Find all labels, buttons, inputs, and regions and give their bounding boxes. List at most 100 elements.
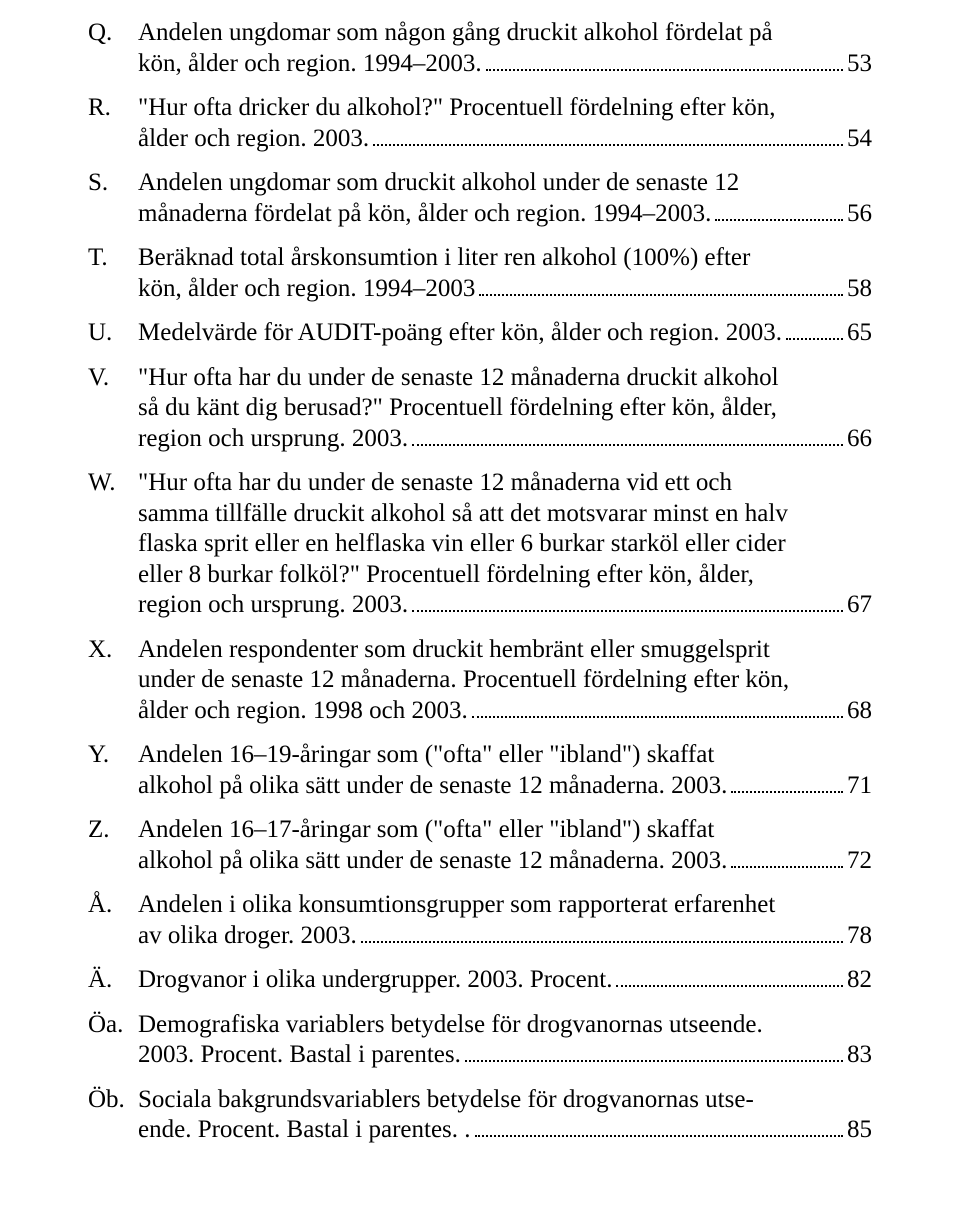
toc-entry-tail-text: region och ursprung. 2003. bbox=[138, 424, 408, 455]
toc-entry-page-number: 82 bbox=[847, 965, 872, 996]
toc-entry-last-line: kön, ålder och region. 1994–2003 58 bbox=[138, 274, 872, 305]
toc-dot-leader bbox=[412, 425, 843, 446]
toc-entry-page-number: 78 bbox=[847, 921, 872, 952]
toc-entry-tail-text: månaderna fördelat på kön, ålder och reg… bbox=[138, 199, 711, 230]
toc-entry-body: Beräknad total årskonsumtion i liter ren… bbox=[138, 243, 872, 304]
toc-entry-tail-text: Medelvärde för AUDIT-poäng efter kön, ål… bbox=[138, 318, 782, 349]
toc-entry: V."Hur ofta har du under de senaste 12 m… bbox=[88, 363, 872, 455]
toc-entry-page-number: 56 bbox=[847, 199, 872, 230]
toc-entry: T.Beräknad total årskonsumtion i liter r… bbox=[88, 243, 872, 304]
toc-entry-page-number: 65 bbox=[847, 318, 872, 349]
toc-entry-page-number: 72 bbox=[847, 846, 872, 877]
toc-entry-text-line: "Hur ofta har du under de senaste 12 mån… bbox=[138, 363, 872, 394]
toc-entry-label: Öa. bbox=[88, 1010, 138, 1041]
toc-entry-tail-text: kön, ålder och region. 1994–2003. bbox=[138, 49, 482, 80]
toc-entry-tail-text: ålder och region. 2003. bbox=[138, 124, 369, 155]
toc-entry-text-line: Demografiska variablers betydelse för dr… bbox=[138, 1010, 872, 1041]
toc-entry: Ä.Drogvanor i olika undergrupper. 2003. … bbox=[88, 965, 872, 996]
toc-entry-text-line: Sociala bakgrundsvariablers betydelse fö… bbox=[138, 1085, 872, 1116]
toc-entry-text-line: Andelen 16–17-åringar som ("ofta" eller … bbox=[138, 815, 872, 846]
toc-entry-label: S. bbox=[88, 168, 138, 199]
toc-entry-label: R. bbox=[88, 93, 138, 124]
toc-entry-last-line: alkohol på olika sätt under de senaste 1… bbox=[138, 846, 872, 877]
toc-entry: Öa.Demografiska variablers betydelse för… bbox=[88, 1010, 872, 1071]
toc-entry-text-line: "Hur ofta dricker du alkohol?" Procentue… bbox=[138, 93, 872, 124]
toc-entry-last-line: region och ursprung. 2003.67 bbox=[138, 590, 872, 621]
toc-entry-text-line: Andelen i olika konsumtionsgrupper som r… bbox=[138, 890, 872, 921]
toc-dot-leader bbox=[486, 50, 843, 71]
toc-entry: Q.Andelen ungdomar som någon gång drucki… bbox=[88, 18, 872, 79]
toc-entry: Y.Andelen 16–19-åringar som ("ofta" elle… bbox=[88, 740, 872, 801]
toc-entry-page-number: 71 bbox=[847, 771, 872, 802]
toc-entry-page-number: 83 bbox=[847, 1040, 872, 1071]
toc-entry-text-line: Andelen ungdomar som druckit alkohol und… bbox=[138, 168, 872, 199]
toc-entry-last-line: alkohol på olika sätt under de senaste 1… bbox=[138, 771, 872, 802]
toc-entry-last-line: Drogvanor i olika undergrupper. 2003. Pr… bbox=[138, 965, 872, 996]
toc-entry-text-line: eller 8 burkar folköl?" Procentuell förd… bbox=[138, 560, 872, 591]
toc-entry-last-line: ålder och region. 2003. 54 bbox=[138, 124, 872, 155]
toc-dot-leader bbox=[361, 922, 843, 943]
toc-entry-tail-text: av olika droger. 2003. bbox=[138, 921, 357, 952]
toc-entry-label: V. bbox=[88, 363, 138, 394]
toc-entry-label: Z. bbox=[88, 815, 138, 846]
toc-entry-tail-text: 2003. Procent. Bastal i parentes. bbox=[138, 1040, 461, 1071]
toc-dot-leader bbox=[472, 697, 843, 718]
toc-dot-leader bbox=[479, 275, 843, 296]
toc-entry-tail-text: kön, ålder och region. 1994–2003 bbox=[138, 274, 475, 305]
toc-entry-text-line: "Hur ofta har du under de senaste 12 mån… bbox=[138, 468, 872, 499]
toc-entry: S.Andelen ungdomar som druckit alkohol u… bbox=[88, 168, 872, 229]
toc-entry-body: "Hur ofta dricker du alkohol?" Procentue… bbox=[138, 93, 872, 154]
toc-entry-last-line: kön, ålder och region. 1994–2003. 53 bbox=[138, 49, 872, 80]
toc-entry-tail-text: alkohol på olika sätt under de senaste 1… bbox=[138, 846, 727, 877]
toc-dot-leader bbox=[715, 200, 843, 221]
toc-entry-text-line: så du känt dig berusad?" Procentuell för… bbox=[138, 393, 872, 424]
toc-entry-page-number: 66 bbox=[847, 424, 872, 455]
toc-entry-page-number: 85 bbox=[847, 1115, 872, 1146]
toc-entry-label: Q. bbox=[88, 18, 138, 49]
toc-entry-last-line: Medelvärde för AUDIT-poäng efter kön, ål… bbox=[138, 318, 872, 349]
toc-dot-leader bbox=[412, 591, 843, 612]
toc-entry-body: Medelvärde för AUDIT-poäng efter kön, ål… bbox=[138, 318, 872, 349]
toc-entry: Z.Andelen 16–17-åringar som ("ofta" elle… bbox=[88, 815, 872, 876]
toc-dot-leader bbox=[786, 319, 843, 340]
toc-entry-page-number: 68 bbox=[847, 696, 872, 727]
toc-entry-label: Öb. bbox=[88, 1085, 138, 1116]
toc-entry-last-line: ende. Procent. Bastal i parentes. . 85 bbox=[138, 1115, 872, 1146]
toc-entry-body: "Hur ofta har du under de senaste 12 mån… bbox=[138, 468, 872, 621]
toc-entry-page-number: 58 bbox=[847, 274, 872, 305]
toc-entry: U.Medelvärde för AUDIT-poäng efter kön, … bbox=[88, 318, 872, 349]
toc-entry-label: T. bbox=[88, 243, 138, 274]
table-of-contents: Q.Andelen ungdomar som någon gång drucki… bbox=[88, 18, 872, 1146]
toc-entry-last-line: månaderna fördelat på kön, ålder och reg… bbox=[138, 199, 872, 230]
toc-entry-text-line: Andelen ungdomar som någon gång druckit … bbox=[138, 18, 872, 49]
toc-entry-label: W. bbox=[88, 468, 138, 499]
toc-entry-last-line: ålder och region. 1998 och 2003. 68 bbox=[138, 696, 872, 727]
toc-entry-page-number: 53 bbox=[847, 49, 872, 80]
toc-entry-tail-text: ende. Procent. Bastal i parentes. . bbox=[138, 1115, 471, 1146]
toc-entry-tail-text: alkohol på olika sätt under de senaste 1… bbox=[138, 771, 727, 802]
toc-entry-label: Å. bbox=[88, 890, 138, 921]
toc-dot-leader bbox=[616, 966, 843, 987]
toc-entry-last-line: 2003. Procent. Bastal i parentes. 83 bbox=[138, 1040, 872, 1071]
toc-entry-body: Andelen 16–17-åringar som ("ofta" eller … bbox=[138, 815, 872, 876]
toc-entry-tail-text: ålder och region. 1998 och 2003. bbox=[138, 696, 468, 727]
document-page: Q.Andelen ungdomar som någon gång drucki… bbox=[0, 0, 960, 1224]
toc-entry-body: Andelen respondenter som druckit hembrän… bbox=[138, 635, 872, 727]
toc-dot-leader bbox=[465, 1041, 843, 1062]
toc-entry: W."Hur ofta har du under de senaste 12 m… bbox=[88, 468, 872, 621]
toc-entry-body: Drogvanor i olika undergrupper. 2003. Pr… bbox=[138, 965, 872, 996]
toc-entry: Å.Andelen i olika konsumtionsgrupper som… bbox=[88, 890, 872, 951]
toc-entry-body: Sociala bakgrundsvariablers betydelse fö… bbox=[138, 1085, 872, 1146]
toc-entry-text-line: under de senaste 12 månaderna. Procentue… bbox=[138, 665, 872, 696]
toc-entry-label: X. bbox=[88, 635, 138, 666]
toc-entry-body: Andelen i olika konsumtionsgrupper som r… bbox=[138, 890, 872, 951]
toc-entry-label: Y. bbox=[88, 740, 138, 771]
toc-dot-leader bbox=[475, 1116, 843, 1137]
toc-entry-body: Andelen ungdomar som druckit alkohol und… bbox=[138, 168, 872, 229]
toc-entry-label: U. bbox=[88, 318, 138, 349]
toc-entry-page-number: 54 bbox=[847, 124, 872, 155]
toc-entry: R."Hur ofta dricker du alkohol?" Procent… bbox=[88, 93, 872, 154]
toc-entry-text-line: flaska sprit eller en helflaska vin elle… bbox=[138, 529, 872, 560]
toc-entry-tail-text: Drogvanor i olika undergrupper. 2003. Pr… bbox=[138, 965, 612, 996]
toc-entry-last-line: av olika droger. 2003. 78 bbox=[138, 921, 872, 952]
